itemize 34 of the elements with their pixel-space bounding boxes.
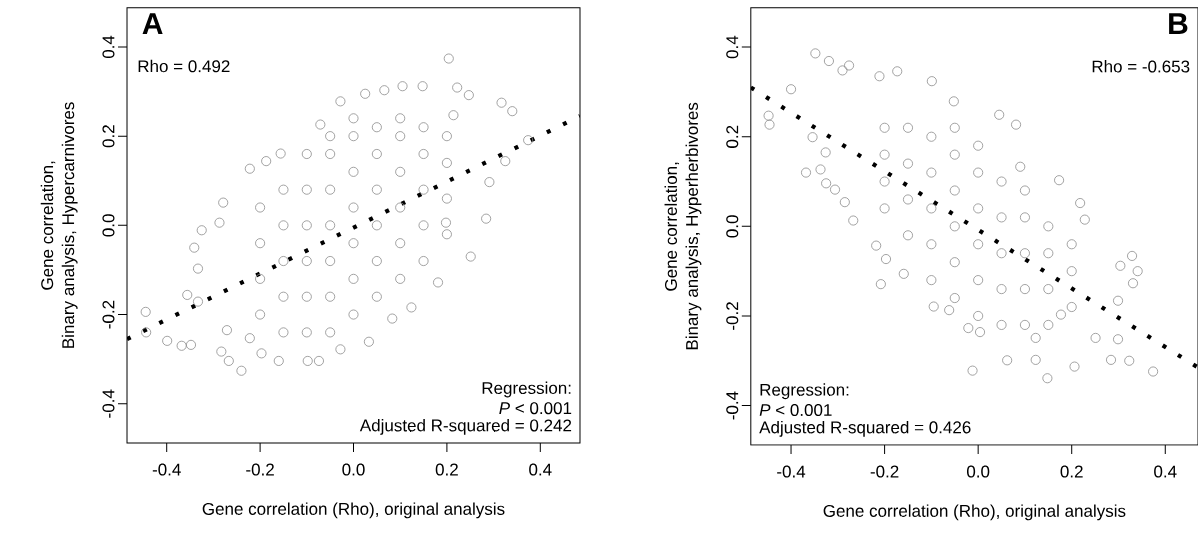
annotation: P < 0.001 [499,402,572,415]
x-tick-label: 0.4 [529,463,552,476]
annotation: Regression: [482,381,571,398]
x-tick-label: 0.4 [1154,465,1177,478]
y-tick-label: -0.2 [726,302,739,330]
y-tick-label: 0.4 [102,35,115,59]
annotation: P < 0.001 [759,404,832,417]
y-axis-title: Gene correlation, Binary analysis, Hypercarnivores [40,102,78,348]
y-tick-label: 0.2 [102,125,115,148]
annotation: Rho = -0.653 [1092,60,1190,73]
y-tick-label: -0.2 [102,300,115,329]
y-tick-label: 0.0 [102,214,115,237]
annotation: Adjusted R-squared = 0.242 [359,418,572,435]
x-tick-label: 0.0 [967,465,990,478]
x-tick-label: 0.2 [1060,465,1083,478]
x-tick-label: -0.4 [777,465,806,478]
x-tick-label: -0.2 [246,463,274,476]
x-axis-title: Gene correlation (Rho), original analysis [823,504,1126,521]
x-tick-label: 0.2 [435,463,458,476]
x-axis-title: Gene correlation (Rho), original analysis [202,502,505,519]
y-tick-label: 0.2 [726,125,739,148]
x-tick-label: 0.0 [342,463,365,476]
y-tick-label: 0.0 [726,215,739,238]
y-tick-label: -0.4 [726,391,739,420]
x-tick-label: -0.2 [870,465,899,478]
annotation: B [1169,13,1188,34]
annotation: Adjusted R-squared = 0.426 [759,420,971,437]
x-tick-label: -0.4 [152,463,181,476]
y-tick-label: 0.4 [726,35,739,59]
y-tick-label: -0.4 [102,389,115,418]
y-axis-title: Gene correlation, Binary analysis, Hyperherbivores [664,102,702,350]
annotation: Rho = 0.492 [138,59,230,73]
annotation: A [142,13,163,34]
annotation: Regression: [760,383,849,400]
